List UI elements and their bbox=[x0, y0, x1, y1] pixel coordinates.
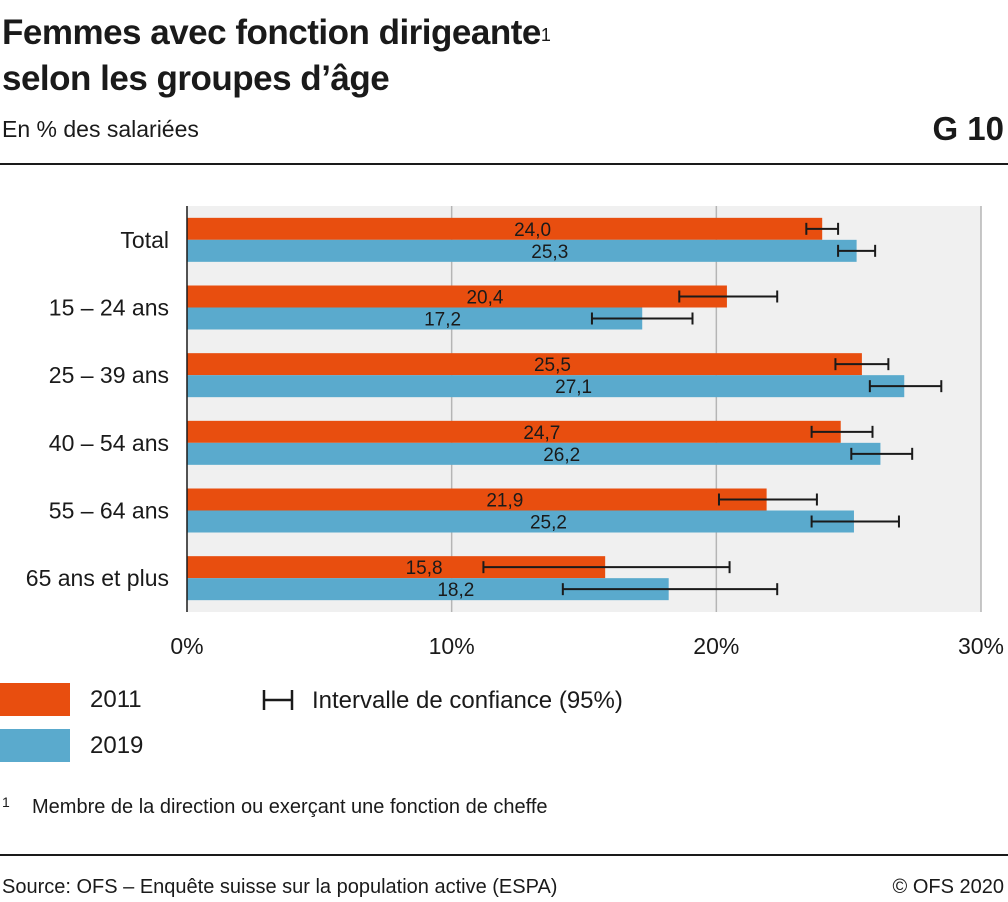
title-line-2: selon les groupes d’âge bbox=[2, 59, 390, 98]
data-label: 25,5 bbox=[534, 355, 571, 376]
bar-chart: 0% 10% 20% 30%Total 24,025,315 – 24 ans 20,41… bbox=[26, 206, 1004, 659]
data-label: 27,1 bbox=[555, 377, 592, 398]
chart-subtitle: En % des salariées bbox=[2, 116, 199, 142]
category-label: 65 ans et plus bbox=[26, 565, 169, 591]
legend-swatch-2019 bbox=[0, 729, 70, 762]
category-label: Total bbox=[120, 227, 169, 253]
bar-2011 bbox=[187, 353, 862, 376]
category-label: 25 – 39 ans bbox=[49, 362, 169, 388]
bar-2019 bbox=[187, 510, 854, 533]
chart-id: G 10 bbox=[932, 110, 1004, 147]
bar-2019 bbox=[187, 375, 905, 398]
chart-title: Femmes avec fonction dirigeante1 selon l… bbox=[2, 10, 551, 102]
footnote-text: Membre de la direction ou exerçant une f… bbox=[32, 796, 548, 818]
bar-2019 bbox=[187, 307, 643, 330]
bar-2011 bbox=[187, 420, 841, 443]
data-label: 24,7 bbox=[523, 423, 560, 444]
data-label: 26,2 bbox=[543, 445, 580, 466]
data-label: 18,2 bbox=[437, 580, 474, 601]
data-label: 24,0 bbox=[514, 220, 551, 241]
data-label: 21,9 bbox=[486, 491, 523, 512]
bar-2019 bbox=[187, 239, 857, 262]
bar-2011 bbox=[187, 556, 606, 579]
confidence-interval-icon bbox=[262, 690, 294, 710]
footnote-mark: 1 bbox=[2, 794, 10, 810]
copyright: © OFS 2020 bbox=[892, 876, 1004, 898]
bar-2019 bbox=[187, 442, 881, 465]
data-label: 15,8 bbox=[406, 558, 443, 579]
bar-2011 bbox=[187, 488, 767, 511]
category-label: 40 – 54 ans bbox=[49, 430, 169, 456]
footer-divider bbox=[0, 854, 1008, 856]
legend-swatch-2011 bbox=[0, 683, 70, 716]
bar-2011 bbox=[187, 217, 823, 240]
x-tick-label: 20% bbox=[693, 633, 739, 659]
title-line-1: Femmes avec fonction dirigeante bbox=[2, 13, 541, 52]
x-tick-label: 10% bbox=[429, 633, 475, 659]
data-label: 25,2 bbox=[530, 513, 567, 534]
x-tick-label: 0% bbox=[170, 633, 203, 659]
data-label: 20,4 bbox=[466, 288, 503, 309]
x-tick-label: 30% bbox=[958, 633, 1004, 659]
category-label: 55 – 64 ans bbox=[49, 498, 169, 524]
title-footnote-mark: 1 bbox=[540, 25, 551, 45]
legend-label-confidence-interval: Intervalle de confiance (95%) bbox=[312, 687, 623, 714]
bar-2019 bbox=[187, 578, 669, 601]
header-divider bbox=[0, 163, 1008, 165]
plot-background bbox=[187, 206, 981, 612]
data-label: 25,3 bbox=[531, 242, 568, 263]
source-note: Source: OFS – Enquête suisse sur la popu… bbox=[2, 876, 558, 898]
data-label: 17,2 bbox=[424, 310, 461, 331]
legend-label-2019: 2019 bbox=[90, 732, 144, 759]
category-label: 15 – 24 ans bbox=[49, 295, 169, 321]
bar-2011 bbox=[187, 285, 727, 308]
legend-label-2011: 2011 bbox=[90, 686, 142, 713]
